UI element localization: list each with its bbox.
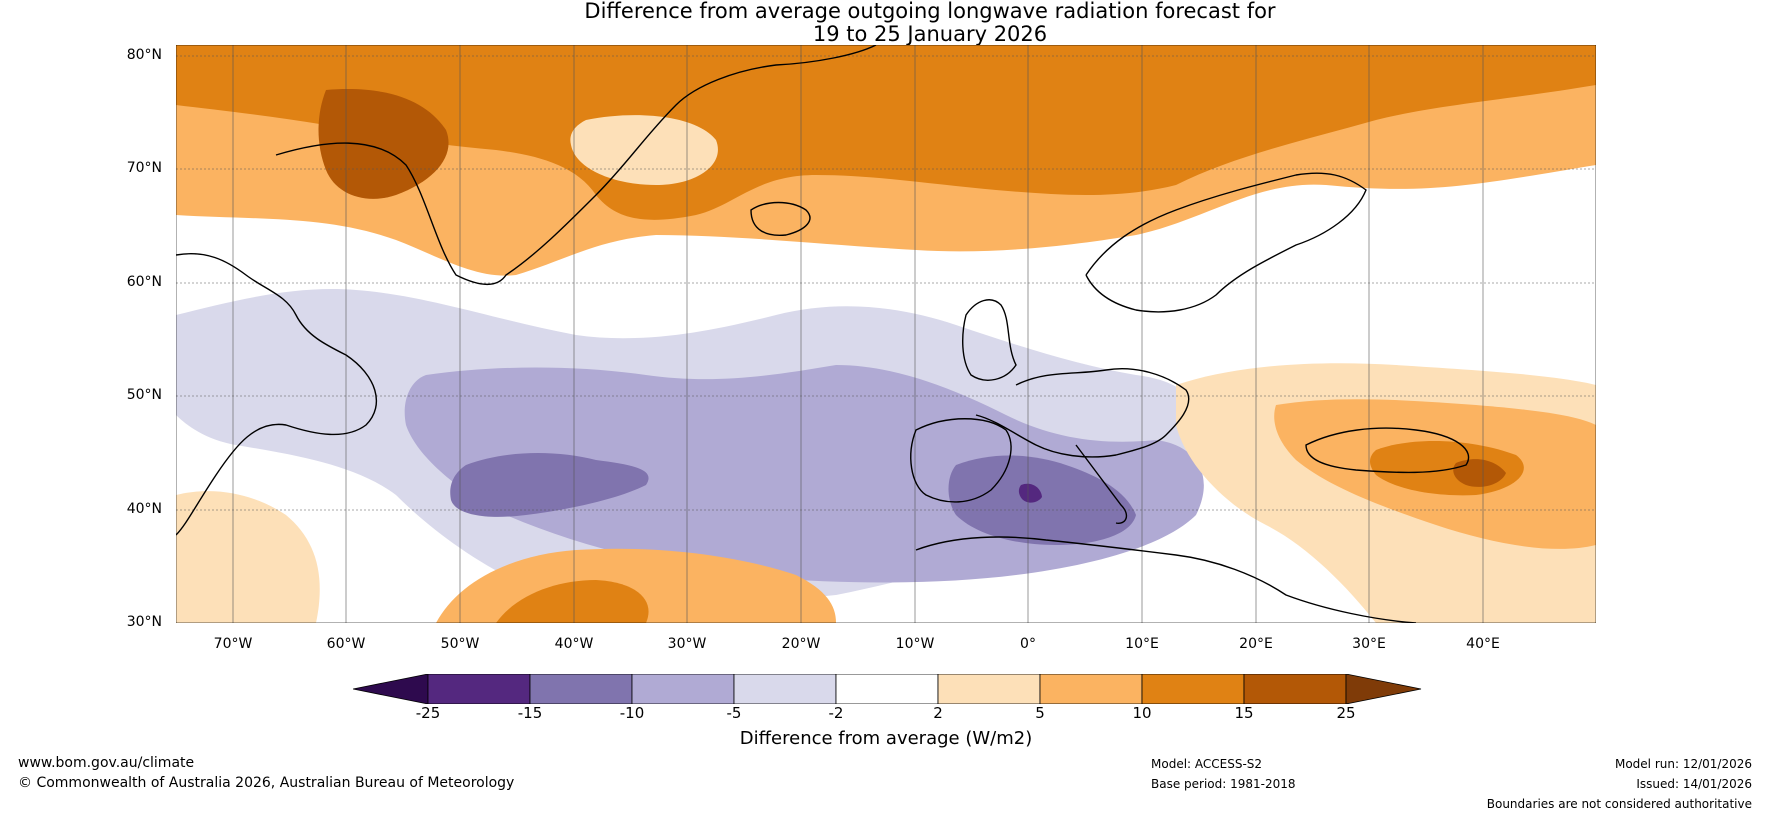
lon-label-30e: 30°E [1352, 636, 1386, 652]
coastline-iberia [910, 418, 1012, 503]
title-line-1: Difference from average outgoing longwav… [584, 0, 1276, 23]
colorbar-swatch-0 [353, 674, 429, 704]
colorbar-swatch-7 [1039, 674, 1143, 704]
colorbar-swatch-6 [937, 674, 1041, 704]
anomaly-region-caspian-strong [1453, 459, 1506, 487]
lon-label-0: 0° [1020, 636, 1036, 652]
copyright-text: © Commonwealth of Australia 2026, Austra… [18, 775, 515, 791]
anomaly-region-mediterranean-strong [948, 455, 1136, 545]
colorbar-tick-15: 15 [1234, 704, 1254, 722]
colorbar-swatch-10 [1345, 674, 1422, 704]
lon-label-20w: 20°W [781, 636, 821, 652]
colorbar-tick-minus2: -2 [828, 704, 844, 722]
colorbar-tick-5: 5 [1035, 704, 1045, 722]
lon-label-40w: 40°W [554, 636, 594, 652]
lat-label-80n: 80°N [126, 47, 162, 63]
colorbar-tick-minus10: -10 [619, 704, 645, 722]
disclaimer-text: Boundaries are not considered authoritat… [1486, 797, 1752, 811]
coastline-north-africa [915, 536, 1417, 623]
anomaly-map-svg [176, 45, 1596, 623]
colorbar-swatch-5 [835, 674, 939, 704]
lon-label-40e: 40°E [1466, 636, 1500, 652]
anomaly-region-south-atlantic-dark [496, 580, 649, 623]
anomaly-region-south-pale-orange [176, 491, 320, 623]
coastline-italy [1075, 444, 1128, 524]
coastlines [176, 45, 1470, 623]
anomaly-region-pale-orange-atlantic [570, 115, 718, 185]
lon-label-10w: 10°W [895, 636, 935, 652]
colorbar-swatch-3 [631, 674, 735, 704]
coastline-british-isles [962, 299, 1017, 381]
lat-label-30n: 30°N [126, 614, 162, 630]
colorbar-swatch-2 [529, 674, 633, 704]
colorbar-swatch-1 [427, 674, 531, 704]
lon-label-70w: 70°W [213, 636, 253, 652]
colorbar-tick-minus5: -5 [726, 704, 742, 722]
website-link[interactable]: www.bom.gov.au/climate [18, 755, 195, 771]
anomaly-region-strong-lavender [450, 453, 649, 517]
model-run-text: Model run: 12/01/2026 [1614, 757, 1752, 771]
lat-label-50n: 50°N [126, 387, 162, 403]
colorbar-tick-minus15: -15 [517, 704, 543, 722]
lon-label-50w: 50°W [440, 636, 480, 652]
colorbar-title: Difference from average (W/m2) [739, 728, 1033, 749]
colorbar-tick-2: 2 [933, 704, 943, 722]
colorbar-tick-25: 25 [1336, 704, 1356, 722]
base-period-text: Base period: 1981-2018 [1151, 777, 1296, 791]
colorbar-swatch-9 [1243, 674, 1347, 704]
graticule [176, 45, 1596, 623]
lon-label-30w: 30°W [667, 636, 707, 652]
title-line-2: 19 to 25 January 2026 [812, 22, 1048, 46]
coastline-black-sea [1305, 427, 1470, 474]
model-text: Model: ACCESS-S2 [1151, 757, 1263, 771]
coastline-greenland [275, 45, 877, 286]
lat-label-40n: 40°N [126, 501, 162, 517]
coastline-iceland [750, 201, 811, 237]
colorbar [353, 674, 1422, 704]
anomaly-region-north-dark-orange [176, 45, 1596, 220]
coastline-north-america [176, 253, 377, 536]
lon-label-60w: 60°W [326, 636, 366, 652]
colorbar-swatch-8 [1141, 674, 1245, 704]
colorbar-swatch-4 [733, 674, 837, 704]
lat-label-70n: 70°N [126, 160, 162, 176]
lon-label-10e: 10°E [1125, 636, 1159, 652]
lat-label-60n: 60°N [126, 274, 162, 290]
lon-label-20e: 20°E [1239, 636, 1273, 652]
issued-text: Issued: 14/01/2026 [1636, 777, 1752, 791]
map-title: Difference from average outgoing longwav… [0, 0, 1770, 46]
anomaly-map [176, 45, 1596, 623]
anomaly-region-tyrrhenian-core [1018, 483, 1042, 503]
coastline-scandinavia [1085, 172, 1367, 313]
colorbar-tick-10: 10 [1132, 704, 1152, 722]
anomaly-region-greenland-strong [318, 89, 449, 199]
colorbar-tick-minus25: -25 [415, 704, 441, 722]
coastline-europe [975, 368, 1190, 458]
